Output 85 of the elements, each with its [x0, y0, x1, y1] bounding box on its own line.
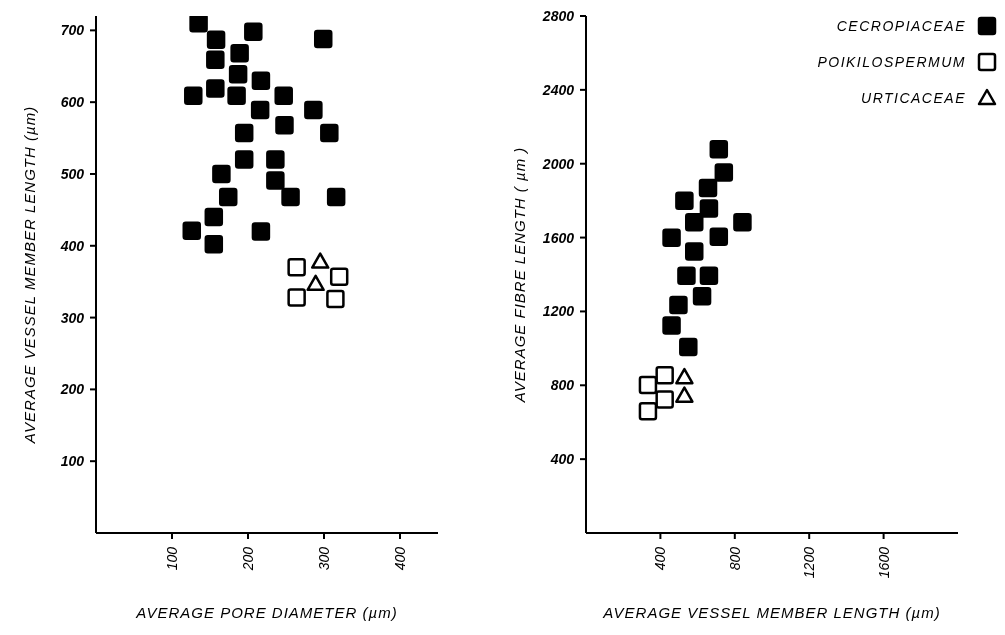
y-tick-label: 600: [60, 94, 85, 111]
point: [685, 242, 704, 261]
x-axis-title: AVERAGE PORE DIAMETER (µm): [135, 604, 398, 621]
point: [234, 150, 254, 169]
x-tick-label: 1600: [875, 546, 892, 579]
point: [699, 199, 719, 218]
y-axis-title: AVERAGE FIBRE LENGTH ( µm ): [511, 146, 529, 404]
point: [638, 401, 658, 421]
point: [274, 86, 293, 105]
point: [189, 16, 208, 33]
point: [709, 227, 729, 247]
point: [655, 365, 674, 385]
point: [184, 86, 203, 105]
point: [692, 287, 712, 306]
y-tick-label: 500: [60, 165, 85, 182]
x-tick-label: 300: [316, 546, 332, 571]
point: [204, 207, 224, 227]
point: [662, 316, 681, 335]
point: [675, 386, 694, 403]
point: [677, 266, 696, 286]
point: [685, 213, 704, 232]
point: [329, 267, 349, 286]
point: [675, 191, 694, 210]
x-tick-label: 100: [164, 546, 180, 571]
point: [206, 79, 225, 98]
legend-label: CECROPIACEAE: [836, 18, 966, 34]
point: [655, 390, 674, 409]
y-tick-label: 2000: [541, 155, 575, 172]
point: [310, 252, 330, 269]
point: [287, 288, 306, 307]
point: [182, 221, 202, 240]
point: [218, 187, 238, 207]
point: [204, 235, 224, 254]
point: [244, 22, 263, 42]
x-tick-label: 400: [392, 546, 408, 571]
point: [234, 123, 254, 143]
y-tick-label: 400: [59, 237, 85, 254]
y-tick-label: 700: [60, 22, 85, 39]
point: [675, 367, 694, 385]
point: [698, 178, 718, 198]
point: [281, 187, 300, 207]
point: [733, 213, 752, 232]
point: [251, 222, 271, 241]
point: [662, 228, 681, 248]
point: [326, 289, 345, 309]
y-tick-label: 1600: [542, 229, 575, 246]
y-tick-label: 800: [550, 377, 575, 394]
y-tick-label: 400: [549, 451, 575, 468]
point: [638, 375, 658, 395]
point: [228, 64, 248, 84]
point: [206, 50, 225, 70]
y-tick-label: 200: [59, 381, 85, 398]
point: [679, 337, 698, 357]
point: [230, 44, 249, 63]
point: [306, 274, 325, 292]
y-tick-label: 100: [60, 453, 85, 470]
point: [320, 123, 339, 143]
point: [709, 139, 729, 159]
x-tick-label: 1200: [801, 546, 818, 579]
point: [227, 86, 246, 105]
x-tick-label: 200: [240, 546, 256, 572]
legend-label: URTICACEAE: [861, 90, 966, 106]
point: [287, 258, 306, 277]
y-tick-label: 2400: [541, 81, 575, 98]
x-tick-label: 800: [726, 546, 743, 571]
point: [212, 164, 231, 184]
point: [699, 266, 719, 286]
y-tick-label: 300: [60, 309, 85, 326]
point: [251, 71, 271, 90]
point: [275, 115, 294, 135]
x-tick-label: 400: [652, 546, 669, 571]
y-tick-label: 1200: [542, 303, 575, 320]
y-axis-title: AVERAGE VESSEL MEMBER LENGTH (µm): [21, 105, 39, 445]
y-tick-label: 2800: [541, 8, 575, 24]
point: [669, 295, 688, 315]
point: [250, 100, 270, 120]
point: [206, 30, 226, 49]
point: [313, 29, 333, 49]
x-axis-title: AVERAGE VESSEL MEMBER LENGTH (µm): [602, 604, 941, 621]
legend-label: POIKILOSPERMUM: [817, 54, 966, 70]
point: [304, 100, 323, 120]
point: [266, 171, 285, 190]
point: [266, 150, 285, 169]
point: [326, 187, 346, 207]
point: [714, 163, 734, 182]
